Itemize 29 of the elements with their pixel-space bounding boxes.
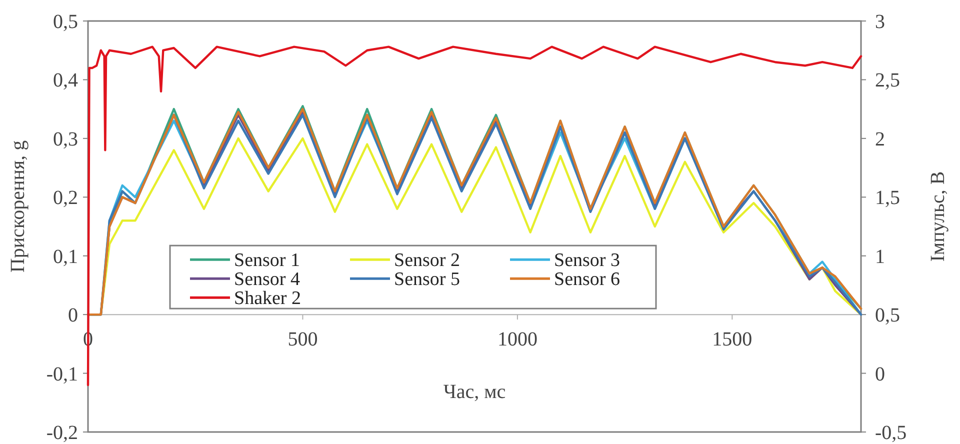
y-tick-label: 0,4	[53, 70, 78, 92]
y2-tick-label: 3	[875, 11, 885, 33]
x-tick-label: 1500	[712, 328, 752, 351]
y2-tick-label: 0	[875, 363, 885, 386]
y2-axis-title: Імпульс, В	[927, 171, 949, 262]
y2-tick-label: 2,5	[875, 70, 900, 92]
y-tick-label: -0,1	[46, 363, 78, 386]
legend-label: Sensor 5	[394, 269, 460, 290]
y-tick-label: 0,2	[53, 187, 78, 210]
y2-tick-label: 0,5	[875, 304, 900, 327]
y-axis-title: Прискорення, g	[7, 140, 29, 273]
y2-tick-label: 1	[875, 246, 885, 268]
y-tick-label: 0,3	[53, 128, 78, 150]
x-tick-label: 500	[288, 328, 318, 351]
y-tick-label: 0	[68, 304, 78, 327]
legend-label: Sensor 4	[234, 269, 300, 290]
legend-label: Sensor 6	[554, 269, 620, 290]
x-axis-title: Час, мс	[443, 381, 506, 403]
legend-label: Sensor 2	[394, 250, 460, 272]
y-tick-label: -0,2	[46, 422, 78, 444]
y2-tick-label: -0,5	[875, 422, 907, 444]
y2-tick-label: 1,5	[875, 187, 900, 210]
y2-tick-label: 2	[875, 128, 885, 150]
legend-label: Sensor 3	[554, 250, 620, 272]
legend-label: Shaker 2	[234, 288, 302, 310]
legend-label: Sensor 1	[234, 250, 300, 272]
x-tick-label: 1000	[497, 328, 538, 351]
y-tick-label: 0,1	[53, 246, 78, 268]
y-tick-label: 0,5	[53, 11, 78, 33]
